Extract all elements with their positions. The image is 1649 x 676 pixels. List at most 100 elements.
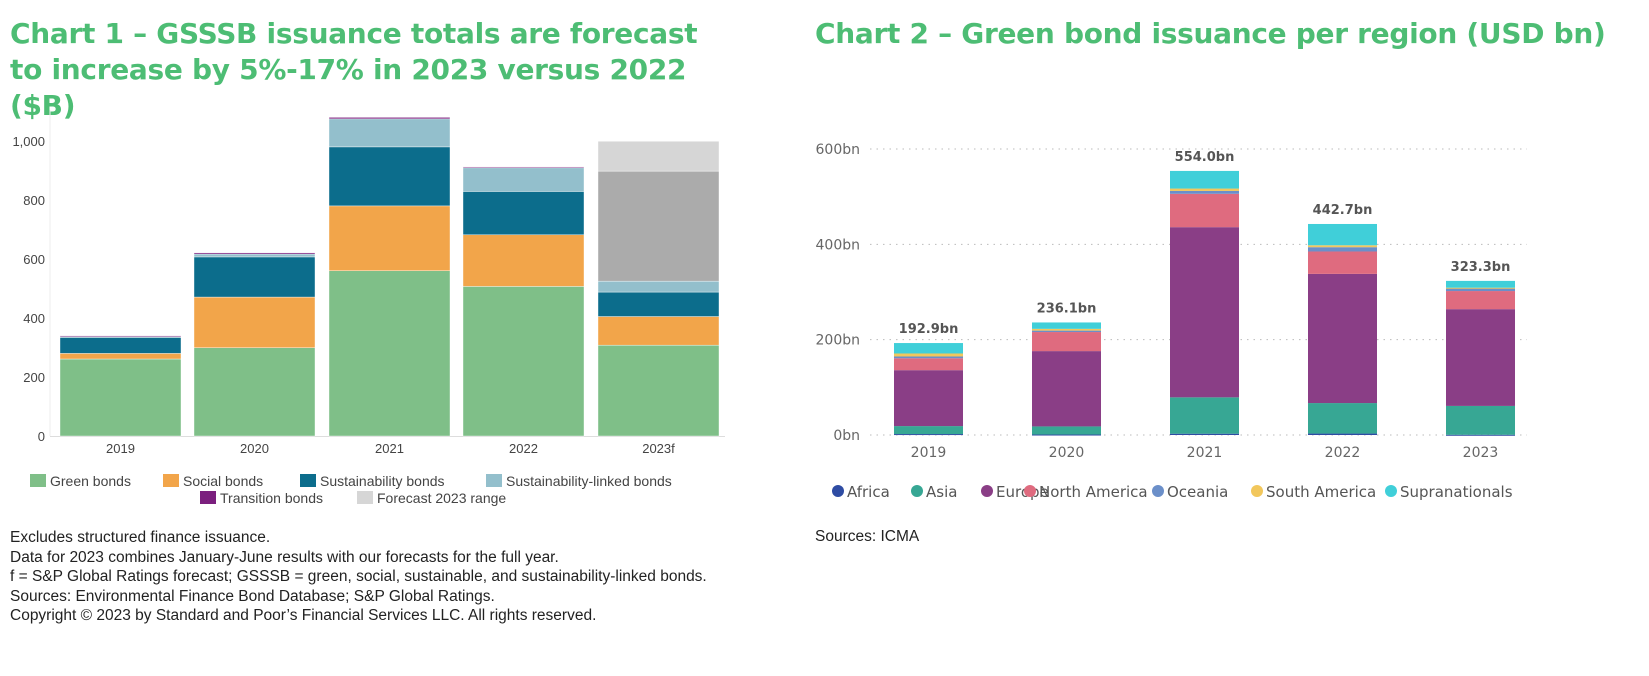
bar-segment-asia-2019 (894, 426, 963, 435)
bar-segment-green-bonds-2022 (462, 286, 585, 437)
y-tick-label: 0 (38, 429, 45, 444)
x-tick-label: 2023 (1463, 445, 1499, 461)
x-tick-label: 2019 (106, 441, 135, 456)
bar-segment-supranationals-2021 (1170, 170, 1239, 189)
bar-segment-europe-2022 (1308, 273, 1377, 404)
bar-segment-social-bonds-2019 (59, 353, 182, 360)
bar-segment-europe-2020 (1032, 351, 1101, 427)
y-tick-label: 1,000 (12, 134, 45, 149)
total-label: 442.7bn (1313, 203, 1373, 218)
y-tick-label: 200bn (816, 333, 860, 349)
bar-segment-asia-2021 (1170, 397, 1239, 434)
bar-segment-transition-bonds-2019 (59, 335, 182, 337)
x-tick-label: 2020 (1049, 445, 1085, 461)
x-tick-label: 2020 (240, 441, 269, 456)
y-tick-label: 800 (23, 193, 45, 208)
legend-swatch (200, 491, 216, 504)
bar-segment-africa-2023 (1446, 434, 1515, 436)
bar-segment-sustainability-linked-bonds-2022 (462, 167, 585, 192)
legend-marker (911, 485, 923, 497)
bar-segment-oceania-2019 (894, 356, 963, 359)
bar-segment-africa-2020 (1032, 434, 1101, 436)
bar-segment-africa-2021 (1170, 433, 1239, 435)
bar-segment-sustainability-bonds-2019 (59, 337, 182, 354)
bar-segment-green-bonds-2021 (328, 270, 451, 437)
bar-segment-europe-2019 (894, 370, 963, 427)
legend-marker (1024, 485, 1036, 497)
note-line: Sources: Environmental Finance Bond Data… (10, 587, 495, 605)
total-label: 236.1bn (1037, 301, 1097, 316)
bar-segment-south-america-2021 (1170, 188, 1239, 191)
legend-label: Social bonds (183, 473, 263, 489)
bar-segment-green-bonds-2020 (193, 347, 316, 437)
x-tick-label: 2021 (375, 441, 404, 456)
bar-segment-north-america-2023 (1446, 291, 1515, 310)
legend-label: Africa (847, 483, 890, 501)
legend-label: Oceania (1167, 483, 1228, 501)
bar-segment-europe-2021 (1170, 227, 1239, 398)
bar-segment-social-bonds-2020 (193, 296, 316, 348)
bar-segment-africa-2022 (1308, 433, 1377, 435)
total-label: 323.3bn (1451, 260, 1511, 275)
bar-segment-north-america-2022 (1308, 251, 1377, 274)
bar-segment-supranationals-2023 (1446, 280, 1515, 288)
legend-label: South America (1266, 483, 1376, 501)
bar-segment-sustainability-bonds-2023f (597, 291, 720, 317)
bar-segment-oceania-2023 (1446, 288, 1515, 292)
bar-segment-asia-2022 (1308, 403, 1377, 434)
bar-segment-green-bonds-2023f (597, 344, 720, 437)
bar-segment-sustainability-linked-bonds-2020 (193, 253, 316, 258)
note-line: f = S&P Global Ratings forecast; GSSSB =… (10, 568, 707, 585)
bar-segment-forecast-2023f (597, 170, 720, 282)
x-tick-label: 2022 (509, 441, 538, 456)
x-tick-label: 2022 (1325, 445, 1361, 461)
bar-segment-asia-2023 (1446, 405, 1515, 435)
legend-label: Green bonds (50, 473, 131, 489)
bar-segment-oceania-2021 (1170, 190, 1239, 194)
chart1-notes: Excludes structured finance issuance. Da… (10, 528, 707, 626)
note-line: Excludes structured finance issuance. (10, 529, 271, 546)
legend-marker (1385, 485, 1397, 497)
legend-swatch (300, 474, 316, 487)
y-tick-label: 600bn (816, 142, 860, 158)
bar-segment-asia-2020 (1032, 426, 1101, 435)
y-tick-label: 400 (23, 311, 45, 326)
bar-segment-social-bonds-2022 (462, 234, 585, 287)
bar-segment-south-america-2022 (1308, 245, 1377, 248)
bar-segment-sustainability-linked-bonds-2021 (328, 118, 451, 148)
bar-segment-transition-bonds-2020 (193, 252, 316, 255)
bar-segment-north-america-2019 (894, 358, 963, 371)
legend-label: Forecast 2023 range (377, 490, 506, 506)
x-tick-label: 2019 (911, 445, 947, 461)
bar-segment-transition-bonds-2022 (462, 166, 585, 169)
legend-marker (832, 485, 844, 497)
legend-label: Asia (926, 483, 957, 501)
bar-segment-south-america-2019 (894, 353, 963, 357)
bar-segment-south-america-2020 (1032, 328, 1101, 331)
bar-segment-sustainability-bonds-2021 (328, 146, 451, 207)
bar-segment-north-america-2021 (1170, 193, 1239, 228)
legend-label: Europe (996, 483, 1049, 501)
legend-label: North America (1039, 483, 1148, 501)
bar-segment-africa-2019 (894, 434, 963, 436)
bar-segment-supranationals-2020 (1032, 322, 1101, 329)
bar-segment-transition-bonds-2021 (328, 117, 451, 120)
bar-segment-europe-2023 (1446, 309, 1515, 406)
bar-segment-social-bonds-2021 (328, 205, 451, 271)
legend-label: Sustainability bonds (320, 473, 445, 489)
y-tick-label: 0bn (833, 428, 860, 444)
bar-segment-north-america-2020 (1032, 332, 1101, 352)
bar-segment-oceania-2020 (1032, 330, 1101, 333)
note-line: Copyright © 2023 by Standard and Poor’s … (10, 607, 597, 624)
bar-segment-social-bonds-2023f (597, 316, 720, 346)
bar-segment-green-bonds-2019 (59, 358, 182, 437)
y-tick-label: 200 (23, 370, 45, 385)
chart2-sources: Sources: ICMA (815, 528, 920, 545)
legend-swatch (30, 474, 46, 487)
bar-segment-forecast-2023-range-2023f (597, 141, 720, 172)
bar-segment-south-america-2023 (1446, 287, 1515, 289)
bar-segment-supranationals-2022 (1308, 223, 1377, 246)
legend-marker (1152, 485, 1164, 497)
bar-segment-oceania-2022 (1308, 247, 1377, 252)
